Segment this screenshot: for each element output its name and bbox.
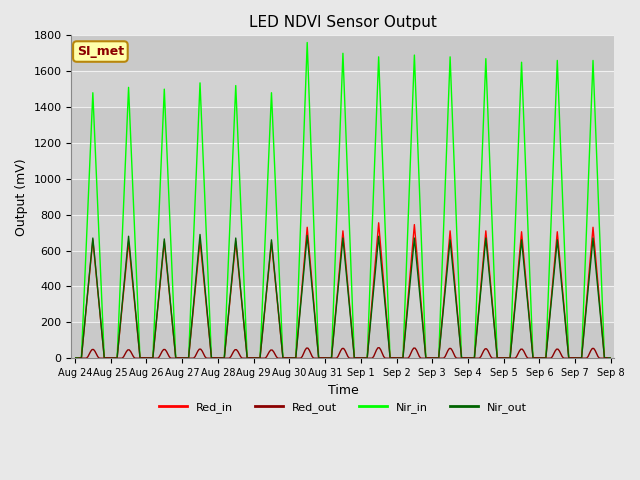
Text: SI_met: SI_met: [77, 45, 124, 58]
Nir_out: [72, 355, 79, 361]
Red_in: [113, 355, 121, 361]
Y-axis label: Output (mV): Output (mV): [15, 158, 28, 236]
Bar: [72, 179, 614, 215]
Red_in: [482, 228, 490, 234]
Nir_in: [518, 60, 525, 65]
Nir_in: [72, 355, 79, 361]
Bar: [72, 36, 614, 71]
Red_in: [72, 355, 79, 361]
Red_in: [518, 229, 525, 235]
Nir_out: [554, 237, 561, 243]
Red_out: [87, 348, 95, 354]
Red_in: [554, 229, 561, 235]
Red_out: [434, 355, 442, 361]
Nir_in: [303, 40, 311, 46]
Red_out: [367, 355, 374, 361]
Red_out: [603, 355, 611, 361]
Nir_out: [482, 235, 490, 241]
X-axis label: Time: Time: [328, 384, 358, 396]
Nir_out: [518, 237, 525, 243]
Red_in: [606, 355, 614, 361]
Nir_in: [606, 355, 614, 361]
Nir_in: [554, 58, 561, 63]
Bar: [72, 71, 614, 107]
Line: Red_in: Red_in: [76, 223, 610, 358]
Bar: [72, 215, 614, 251]
Red_out: [437, 355, 445, 361]
Bar: [72, 143, 614, 179]
Bar: [72, 107, 614, 143]
Line: Nir_out: Nir_out: [76, 234, 610, 358]
Bar: [72, 323, 614, 358]
Nir_in: [482, 56, 490, 61]
Red_out: [374, 345, 382, 351]
Nir_out: [499, 355, 507, 361]
Bar: [72, 287, 614, 323]
Red_out: [586, 351, 593, 357]
Nir_out: [113, 355, 121, 361]
Nir_in: [113, 355, 121, 361]
Red_out: [76, 355, 83, 361]
Nir_out: [606, 355, 614, 361]
Legend: Red_in, Red_out, Nir_in, Nir_out: Red_in, Red_out, Nir_in, Nir_out: [155, 397, 531, 417]
Red_out: [403, 355, 410, 361]
Line: Nir_in: Nir_in: [76, 43, 610, 358]
Bar: [72, 251, 614, 287]
Red_in: [500, 355, 508, 361]
Nir_in: [500, 355, 508, 361]
Nir_out: [196, 231, 204, 237]
Nir_in: [499, 355, 507, 361]
Line: Red_out: Red_out: [79, 348, 607, 358]
Red_in: [499, 355, 507, 361]
Nir_out: [500, 355, 508, 361]
Title: LED NDVI Sensor Output: LED NDVI Sensor Output: [249, 15, 437, 30]
Red_in: [375, 220, 383, 226]
